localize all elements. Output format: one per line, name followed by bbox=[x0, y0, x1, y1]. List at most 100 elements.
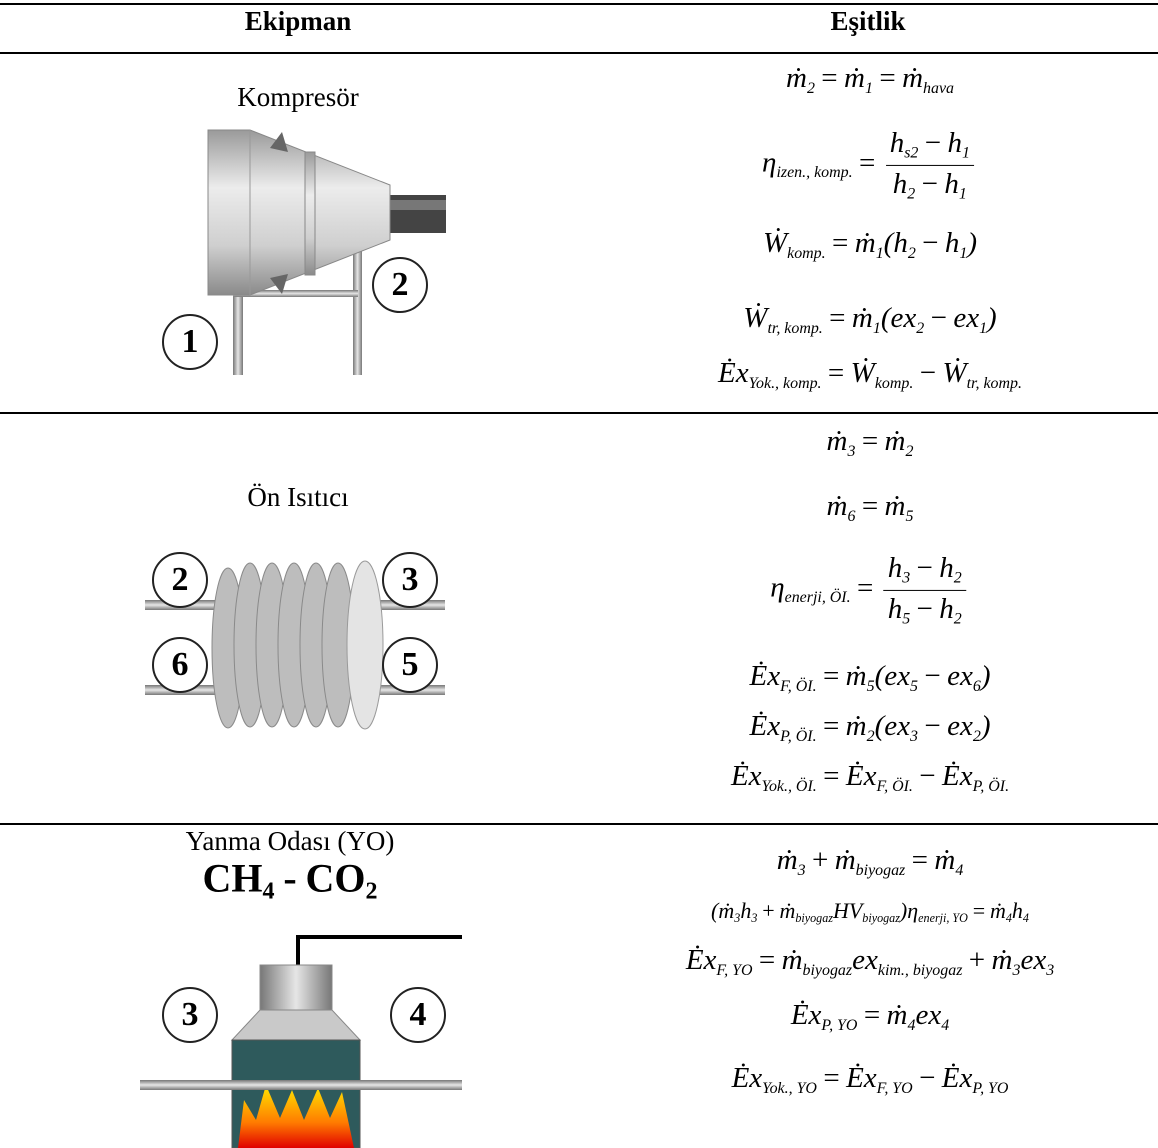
operator: − bbox=[917, 593, 933, 625]
symbol: h bbox=[888, 593, 903, 625]
subscript: 4 bbox=[263, 879, 275, 905]
symbol: ṁ bbox=[782, 944, 803, 976]
subscript: 5 bbox=[902, 610, 910, 627]
operator: − bbox=[917, 552, 933, 584]
subscript: P, YO bbox=[821, 1017, 857, 1034]
operator: = bbox=[832, 227, 848, 259]
numerator: hs2−h1 bbox=[886, 127, 974, 166]
state-label: 2 bbox=[152, 552, 208, 608]
equation: ṁ3+ṁbiyogaz=ṁ4 bbox=[777, 844, 964, 880]
symbol: h bbox=[939, 552, 954, 584]
symbol: Ėx bbox=[718, 357, 749, 389]
subscript: biyogaz bbox=[862, 911, 900, 925]
state-label: 3 bbox=[162, 987, 218, 1043]
subscript: 3 bbox=[1046, 962, 1054, 979]
subscript: 5 bbox=[867, 678, 875, 695]
subscript: tr, komp. bbox=[767, 320, 822, 337]
denominator: h2−h1 bbox=[886, 166, 974, 204]
subscript: 5 bbox=[910, 678, 918, 695]
symbol: ex bbox=[1020, 944, 1046, 976]
top-rule bbox=[0, 3, 1158, 5]
state-label: 3 bbox=[382, 552, 438, 608]
symbol: ex bbox=[953, 302, 979, 334]
symbol: Ẇ bbox=[942, 357, 966, 389]
subscript: 4 bbox=[941, 1017, 949, 1034]
subscript: P, YO bbox=[972, 1080, 1008, 1097]
symbol: h bbox=[893, 168, 908, 200]
operator: − bbox=[922, 168, 938, 200]
subscript: s2 bbox=[904, 145, 918, 162]
symbol: ṁ bbox=[990, 898, 1006, 923]
subscript: F, YO bbox=[716, 962, 752, 979]
operator: = bbox=[759, 944, 775, 976]
equation: Ẇkomp.=ṁ1(h2−h1) bbox=[763, 227, 977, 263]
subscript: 1 bbox=[876, 245, 884, 262]
symbol: ( bbox=[875, 660, 885, 692]
symbol: Ėx bbox=[791, 999, 822, 1031]
symbol: Ėx bbox=[686, 944, 717, 976]
symbol: Ėx bbox=[846, 1062, 877, 1094]
symbol: ṁ bbox=[885, 490, 906, 522]
symbol: ṁ bbox=[846, 660, 867, 692]
row-rule bbox=[0, 823, 1158, 825]
symbol: Ėx bbox=[942, 760, 973, 792]
operator: = bbox=[823, 760, 839, 792]
symbol: Ėx bbox=[732, 1062, 763, 1094]
operator: − bbox=[919, 1062, 935, 1094]
operator: = bbox=[823, 660, 839, 692]
operator: = bbox=[864, 999, 880, 1031]
symbol: ṁ bbox=[885, 425, 906, 457]
symbol: ( bbox=[884, 227, 894, 259]
subscript: enerji, ÖI. bbox=[785, 589, 851, 606]
symbol: h bbox=[740, 898, 751, 923]
symbol: h bbox=[890, 127, 905, 159]
symbol: ( bbox=[875, 710, 885, 742]
equation: ṁ3=ṁ2 bbox=[827, 425, 914, 461]
subscript: komp. bbox=[875, 375, 914, 392]
operator: = bbox=[828, 357, 844, 389]
symbol: ( bbox=[881, 302, 891, 334]
subscript: F, YO bbox=[877, 1080, 913, 1097]
subscript: 3 bbox=[902, 570, 910, 587]
state-label: 4 bbox=[390, 987, 446, 1043]
subscript: 2 bbox=[907, 185, 915, 202]
operator: − bbox=[919, 760, 935, 792]
equation: ĖxYok., komp.=Ẇkomp.−Ẇtr, komp. bbox=[718, 357, 1022, 393]
compressor-drawing bbox=[208, 130, 446, 375]
symbol: Ėx bbox=[846, 760, 877, 792]
subscript: komp. bbox=[787, 245, 826, 262]
symbol: ṁ bbox=[835, 844, 856, 876]
symbol: Ẇ bbox=[763, 227, 787, 259]
subscript: P, ÖI. bbox=[780, 728, 816, 745]
equation: ĖxP, ÖI.=ṁ2(ex3−ex2) bbox=[750, 710, 991, 746]
symbol: ex bbox=[891, 302, 917, 334]
state-label: 1 bbox=[162, 314, 218, 370]
subscript: 3 bbox=[1012, 962, 1020, 979]
operator: = bbox=[857, 572, 873, 604]
subscript: P, ÖI. bbox=[973, 778, 1009, 795]
operator: = bbox=[829, 302, 845, 334]
symbol: ṁ bbox=[852, 302, 873, 334]
symbol: h bbox=[1012, 898, 1023, 923]
symbol: ) bbox=[981, 710, 991, 742]
symbol: ṁ bbox=[934, 844, 955, 876]
subscript: 2 bbox=[906, 443, 914, 460]
subscript: 2 bbox=[954, 610, 962, 627]
subscript: izen., komp. bbox=[776, 164, 852, 181]
subscript: biyogaz bbox=[795, 911, 833, 925]
operator: + bbox=[969, 944, 985, 976]
subscript: 2 bbox=[908, 245, 916, 262]
operator: + bbox=[812, 844, 828, 876]
subscript: 1 bbox=[873, 320, 881, 337]
subscript: hava bbox=[923, 80, 954, 97]
subscript: 1 bbox=[962, 145, 970, 162]
equation: ṁ2=ṁ1=ṁhava bbox=[786, 62, 954, 98]
symbol: ṁ bbox=[786, 62, 807, 94]
symbol: ṁ bbox=[902, 62, 923, 94]
operator: − bbox=[931, 302, 947, 334]
operator: − bbox=[925, 127, 941, 159]
subscript: biyogaz bbox=[856, 862, 906, 879]
subscript: 2 bbox=[365, 879, 377, 905]
operator: = bbox=[859, 147, 875, 179]
